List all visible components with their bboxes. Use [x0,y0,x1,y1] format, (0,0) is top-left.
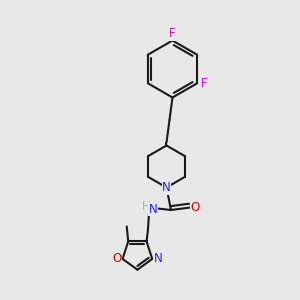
Text: O: O [190,201,200,214]
Text: N: N [148,202,158,216]
Text: O: O [112,252,121,266]
Text: N: N [162,181,171,194]
Text: H: H [142,200,151,213]
Text: N: N [154,252,163,266]
Text: F: F [169,27,176,40]
Text: F: F [200,77,207,90]
